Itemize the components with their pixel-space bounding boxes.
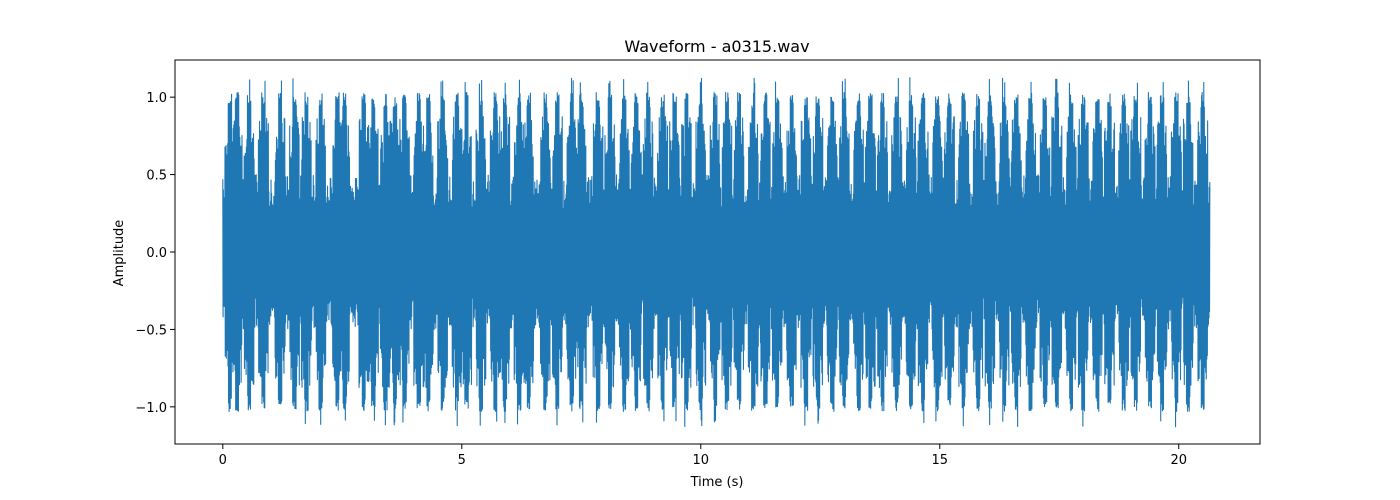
x-tick-label: 0 [219,453,227,468]
x-tick-label: 10 [692,453,709,468]
x-tick-label: 15 [931,453,948,468]
x-axis-title: Time (s) [690,475,744,490]
y-axis: −1.0 −0.5 0.0 0.5 1.0 [135,91,175,416]
waveform-line [222,77,1211,428]
y-tick-label: −0.5 [135,323,167,338]
y-tick-label: 1.0 [146,91,167,106]
y-tick-label: 0.0 [146,246,167,261]
chart-title: Waveform - a0315.wav [624,37,809,56]
x-axis: 0 5 10 15 20 [219,444,1187,468]
y-tick-label: −1.0 [135,401,167,416]
x-tick-label: 5 [458,453,466,468]
x-tick-label: 20 [1170,453,1187,468]
y-axis-title: Amplitude [112,220,127,287]
y-tick-label: 0.5 [146,169,167,184]
waveform-series [222,77,1211,428]
